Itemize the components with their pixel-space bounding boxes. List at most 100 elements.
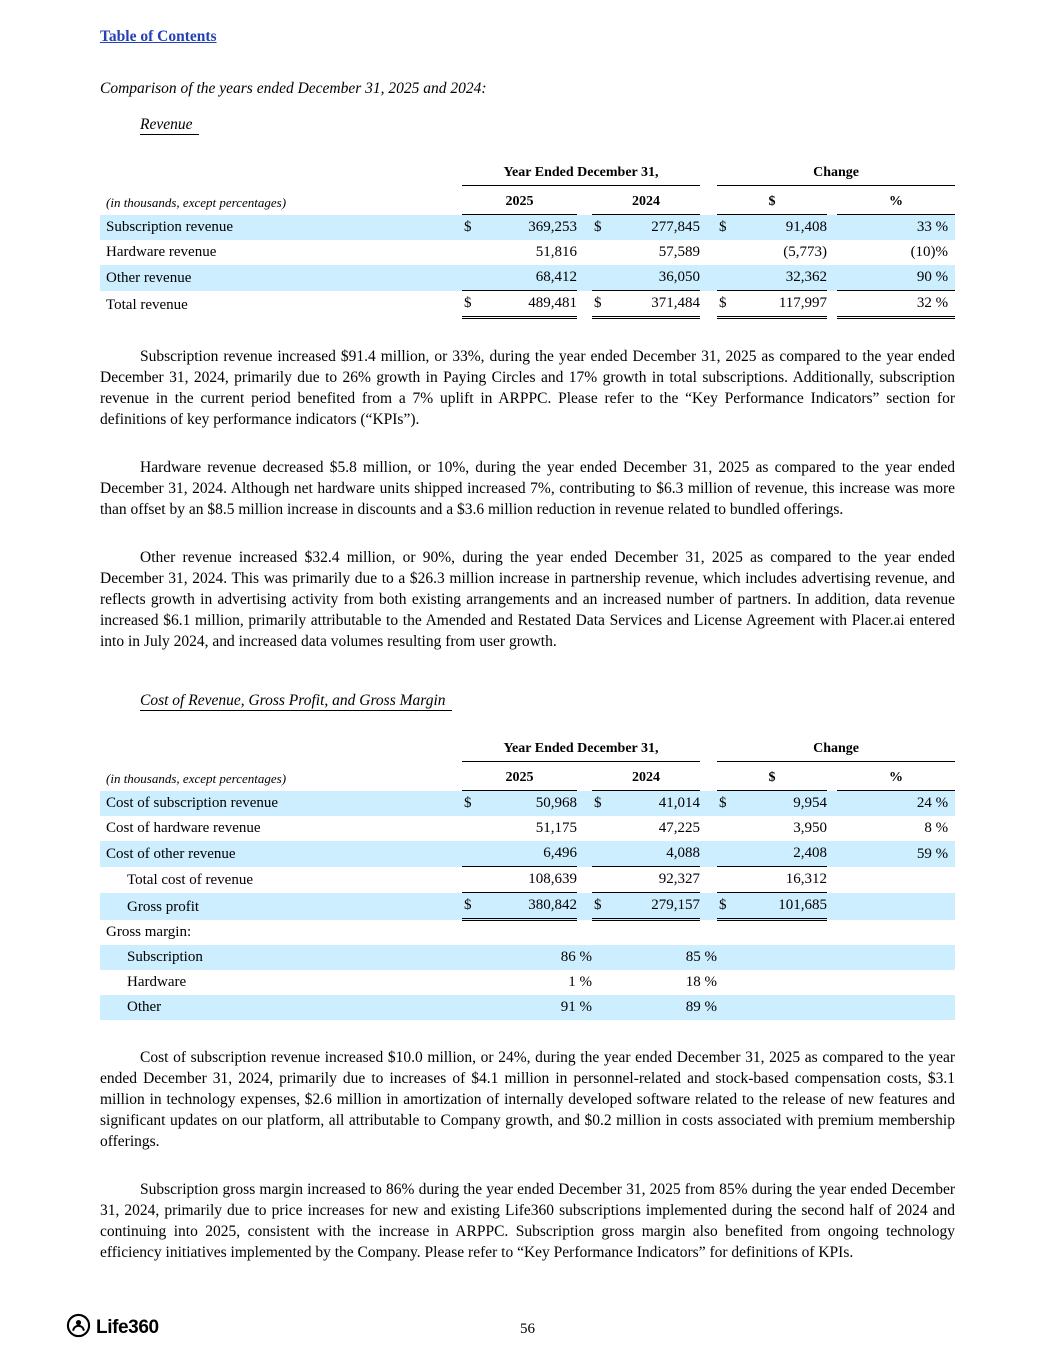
currency-symbol [462, 841, 482, 867]
life360-logo: Life360 [66, 1313, 159, 1343]
table-total-row: Gross profit $ 380,842 $ 279,157 $ 101,6… [100, 892, 956, 921]
row-label: Gross profit [100, 892, 462, 920]
column-header-2025: 2025 [462, 185, 577, 215]
column-header-row: (in thousands, except percentages) 2025 … [100, 185, 956, 215]
margin-2025: 1 % [568, 973, 592, 990]
body-paragraph: Cost of subscription revenue increased $… [100, 1048, 955, 1150]
margin-2024: 85 % [592, 944, 718, 970]
column-header-row: (in thousands, except percentages) 2025 … [100, 761, 956, 791]
row-label: Other [100, 994, 462, 1020]
table-row: Hardware 1 % 18 % [100, 970, 955, 995]
column-header-change-percent: % [837, 761, 956, 791]
currency-symbol [462, 240, 482, 265]
currency-symbol: $ [717, 790, 738, 816]
table-of-contents-link[interactable]: Table of Contents [100, 28, 217, 45]
revenue-section-heading-text: Revenue [140, 116, 199, 135]
value-2025: 108,639 [482, 866, 577, 893]
value-2024: 47,225 [658, 820, 701, 836]
life360-logo-icon [66, 1313, 91, 1343]
table-units-note: (in thousands, except percentages) [106, 770, 287, 786]
change-percent-value: 8 % [924, 820, 949, 836]
column-header-2024: 2024 [592, 185, 701, 215]
row-label: Gross margin: [106, 923, 192, 940]
cost-section-heading-text: Cost of Revenue, Gross Profit, and Gross… [140, 692, 452, 711]
column-header-change-dollar: $ [717, 761, 828, 791]
revenue-section-heading: Revenue [140, 116, 955, 135]
body-paragraph: Other revenue increased $32.4 million, o… [100, 549, 955, 650]
currency-symbol: $ [592, 290, 612, 319]
group-header-row: Year Ended December 31, Change [100, 160, 956, 186]
change-percent-value: 32 % [837, 290, 956, 319]
table-row: Subscription revenue $ 369,253 $ 277,845… [100, 214, 956, 240]
change-dollar-value: (5,773) [783, 244, 828, 260]
currency-symbol [592, 240, 612, 265]
row-label: Total revenue [106, 296, 188, 313]
table-subtotal-row: Total cost of revenue 108,639 92,327 16,… [100, 866, 955, 893]
currency-symbol [592, 265, 612, 291]
currency-symbol [717, 265, 738, 291]
currency-symbol [717, 240, 737, 265]
currency-symbol: $ [717, 290, 738, 319]
table-row: Cost of hardware revenue 51,175 47,225 3… [100, 816, 955, 841]
row-label: Total cost of revenue [127, 871, 253, 888]
value-2025: 50,968 [482, 790, 577, 816]
table-row: Subscription 86 % 85 % [100, 944, 956, 970]
value-2024: 57,589 [658, 244, 701, 260]
row-label: Hardware [127, 973, 187, 990]
change-percent-value: 24 % [837, 790, 956, 816]
value-2024: 92,327 [612, 866, 701, 893]
value-2025: 68,412 [482, 265, 577, 291]
table-total-row: Total revenue $ 489,481 $ 371,484 $ 117,… [100, 290, 956, 319]
currency-symbol: $ [592, 892, 612, 921]
currency-symbol [462, 816, 482, 841]
row-label: Cost of other revenue [100, 841, 462, 867]
change-percent-value: 59 % [837, 841, 956, 867]
value-2024: 279,157 [612, 892, 701, 921]
currency-symbol: $ [462, 214, 482, 240]
margin-2025: 86 % [462, 944, 592, 970]
value-2025: 380,842 [482, 892, 577, 921]
row-label: Hardware revenue [106, 244, 217, 260]
value-2025: 489,481 [482, 290, 577, 319]
change-percent-value: 33 % [837, 214, 956, 240]
cost-of-revenue-table: Year Ended December 31, Change (in thous… [100, 736, 956, 1020]
change-dollar-value: 117,997 [737, 290, 828, 319]
row-label: Cost of hardware revenue [106, 820, 261, 836]
document-page: Table of Contents Comparison of the year… [100, 28, 956, 1261]
currency-symbol [717, 841, 738, 867]
row-label: Other revenue [100, 265, 462, 291]
currency-symbol: $ [462, 790, 482, 816]
column-header-change-percent: % [837, 185, 956, 215]
currency-symbol [592, 866, 612, 893]
change-dollar-value: 3,950 [793, 820, 828, 836]
table-row: Cost of other revenue 6,496 4,088 2,408 … [100, 841, 956, 867]
column-header-2025: 2025 [462, 761, 577, 791]
currency-symbol: $ [717, 892, 738, 921]
currency-symbol [592, 816, 612, 841]
value-2025: 369,253 [482, 214, 577, 240]
group-header-row: Year Ended December 31, Change [100, 736, 956, 762]
margin-2024: 18 % [685, 973, 718, 990]
revenue-table: Year Ended December 31, Change (in thous… [100, 160, 956, 319]
currency-symbol [462, 265, 482, 291]
change-dollar-value: 91,408 [737, 214, 828, 240]
cost-section-heading: Cost of Revenue, Gross Profit, and Gross… [140, 692, 955, 711]
currency-symbol [717, 866, 738, 893]
currency-symbol: $ [462, 892, 482, 921]
life360-logo-text: Life360 [96, 1317, 159, 1338]
margin-2024: 89 % [592, 994, 718, 1020]
value-2024: 371,484 [612, 290, 701, 319]
currency-symbol [592, 841, 612, 867]
body-paragraph: Subscription revenue increased $91.4 mil… [100, 348, 955, 428]
comparison-heading: Comparison of the years ended December 3… [100, 80, 487, 97]
table-row: Cost of subscription revenue $ 50,968 $ … [100, 790, 956, 816]
margin-2025: 91 % [462, 994, 592, 1020]
currency-symbol [462, 866, 482, 893]
change-percent-value: (10)% [910, 244, 949, 260]
change-percent-value [837, 892, 956, 920]
change-group-header: Change [717, 160, 956, 186]
table-row: Other revenue 68,412 36,050 32,362 90 % [100, 265, 956, 291]
currency-symbol [717, 816, 737, 841]
currency-symbol: $ [592, 790, 612, 816]
value-2024: 4,088 [612, 841, 701, 867]
